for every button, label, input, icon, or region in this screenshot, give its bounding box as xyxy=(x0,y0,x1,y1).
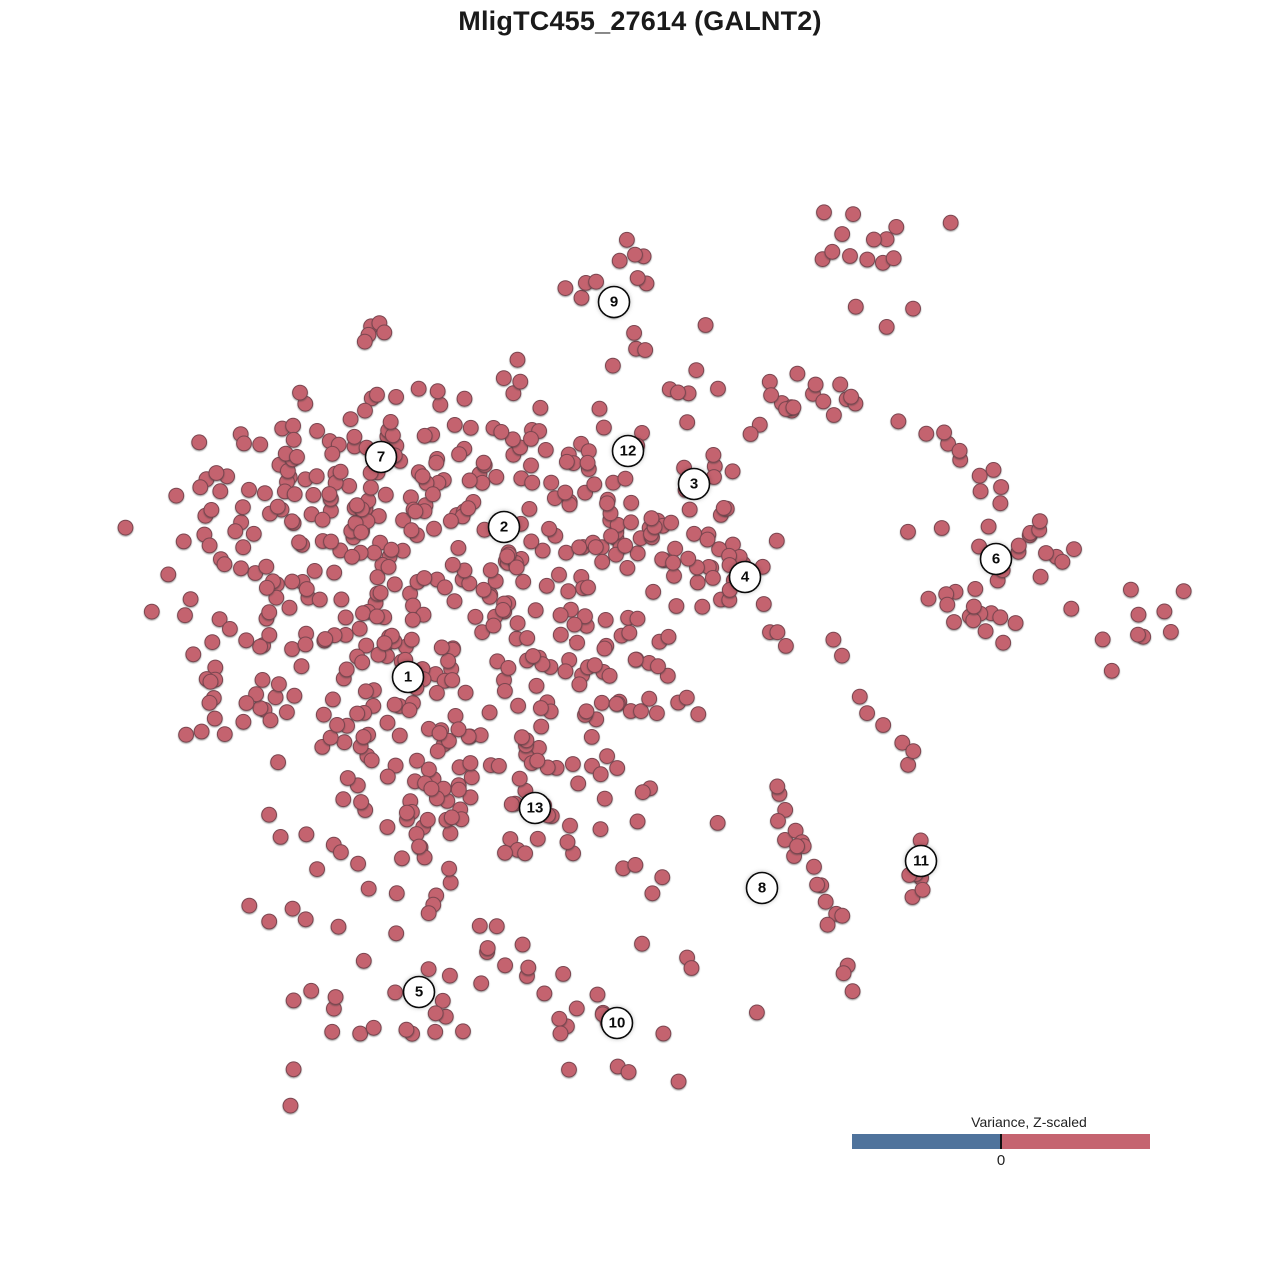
svg-text:10: 10 xyxy=(609,1015,626,1032)
svg-text:5: 5 xyxy=(415,984,423,1001)
svg-text:7: 7 xyxy=(377,449,385,466)
svg-text:12: 12 xyxy=(620,443,637,460)
svg-text:8: 8 xyxy=(758,880,766,897)
svg-text:2: 2 xyxy=(500,519,508,536)
svg-text:11: 11 xyxy=(913,853,929,870)
svg-text:3: 3 xyxy=(690,476,698,493)
svg-text:6: 6 xyxy=(992,551,1000,568)
svg-text:9: 9 xyxy=(610,294,618,311)
svg-text:13: 13 xyxy=(527,800,544,817)
svg-text:1: 1 xyxy=(404,669,412,686)
svg-text:4: 4 xyxy=(741,569,750,586)
